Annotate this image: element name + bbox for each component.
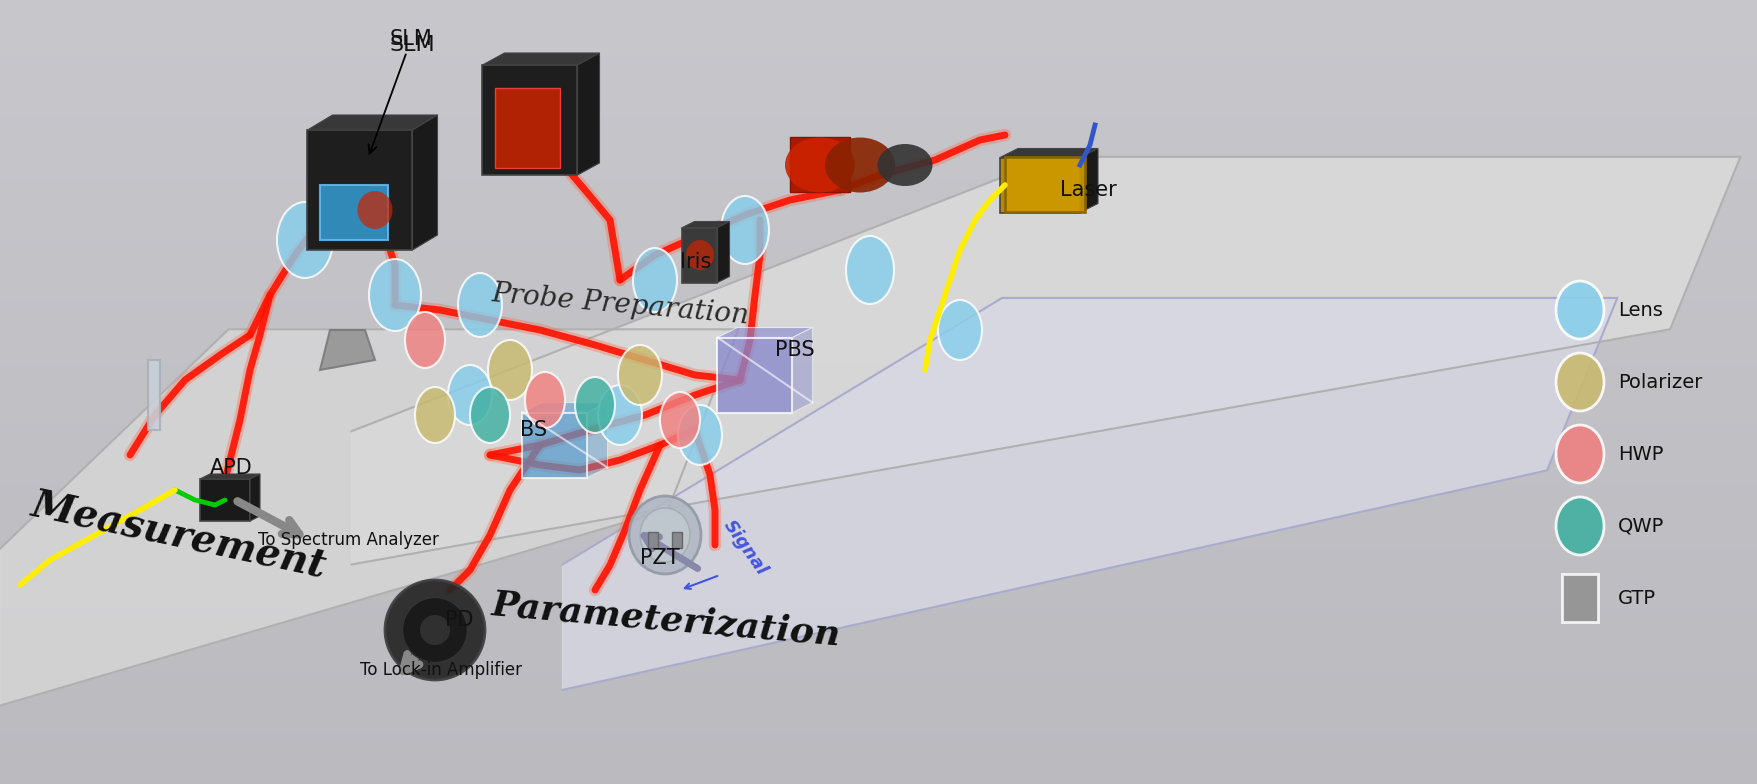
Text: PD: PD <box>445 610 473 630</box>
Ellipse shape <box>459 273 503 337</box>
FancyBboxPatch shape <box>1562 574 1597 622</box>
Ellipse shape <box>845 236 894 304</box>
FancyBboxPatch shape <box>481 65 576 175</box>
FancyBboxPatch shape <box>495 88 560 168</box>
FancyBboxPatch shape <box>307 130 413 250</box>
Text: Iris: Iris <box>680 252 712 272</box>
Polygon shape <box>481 53 599 65</box>
Text: To Spectrum Analyzer: To Spectrum Analyzer <box>258 531 439 549</box>
Ellipse shape <box>420 615 450 645</box>
FancyBboxPatch shape <box>1000 158 1079 212</box>
Polygon shape <box>682 222 729 227</box>
Ellipse shape <box>824 137 894 193</box>
FancyBboxPatch shape <box>789 137 850 192</box>
Polygon shape <box>562 298 1616 690</box>
Ellipse shape <box>785 137 854 193</box>
Text: Parameterization: Parameterization <box>490 588 842 652</box>
Ellipse shape <box>877 144 931 186</box>
Ellipse shape <box>1555 425 1602 483</box>
Text: QWP: QWP <box>1616 517 1664 535</box>
Polygon shape <box>307 115 437 130</box>
Ellipse shape <box>678 405 722 465</box>
Polygon shape <box>792 328 812 412</box>
Text: Lens: Lens <box>1616 300 1662 320</box>
Ellipse shape <box>357 191 392 229</box>
Polygon shape <box>717 222 729 282</box>
Polygon shape <box>249 474 260 521</box>
Text: Signal: Signal <box>720 517 771 579</box>
Text: Probe Preparation: Probe Preparation <box>490 281 750 330</box>
Ellipse shape <box>404 312 445 368</box>
Polygon shape <box>717 328 812 337</box>
FancyBboxPatch shape <box>671 532 682 548</box>
Ellipse shape <box>1555 281 1602 339</box>
Ellipse shape <box>633 248 676 312</box>
Ellipse shape <box>385 580 485 680</box>
Ellipse shape <box>278 202 332 278</box>
Polygon shape <box>0 329 738 706</box>
Ellipse shape <box>402 597 467 662</box>
Polygon shape <box>576 53 599 175</box>
Ellipse shape <box>369 259 420 331</box>
Ellipse shape <box>720 196 768 264</box>
Polygon shape <box>351 157 1739 564</box>
Text: Laser: Laser <box>1059 180 1116 200</box>
Polygon shape <box>1079 148 1098 212</box>
Text: PZT: PZT <box>640 548 680 568</box>
Ellipse shape <box>1555 497 1602 555</box>
Ellipse shape <box>659 392 699 448</box>
FancyBboxPatch shape <box>148 360 160 430</box>
Text: SLM: SLM <box>369 29 432 154</box>
Ellipse shape <box>640 508 689 562</box>
Ellipse shape <box>415 387 455 443</box>
Ellipse shape <box>469 387 510 443</box>
Ellipse shape <box>575 377 615 433</box>
FancyBboxPatch shape <box>717 337 792 412</box>
FancyBboxPatch shape <box>1005 157 1084 212</box>
FancyBboxPatch shape <box>522 412 587 477</box>
Ellipse shape <box>629 496 701 574</box>
Text: To Lock-in Amplifier: To Lock-in Amplifier <box>360 661 522 679</box>
Ellipse shape <box>618 345 662 405</box>
FancyBboxPatch shape <box>200 479 249 521</box>
Text: Measurement: Measurement <box>28 485 330 585</box>
Text: Polarizer: Polarizer <box>1616 372 1701 391</box>
Text: PBS: PBS <box>775 340 813 360</box>
Polygon shape <box>522 402 608 412</box>
Polygon shape <box>413 115 437 250</box>
Ellipse shape <box>938 300 982 360</box>
Text: APD: APD <box>209 458 253 478</box>
Polygon shape <box>1000 148 1098 158</box>
FancyBboxPatch shape <box>320 185 388 240</box>
Text: BS: BS <box>520 420 546 440</box>
Polygon shape <box>200 474 260 479</box>
Text: SLM: SLM <box>390 35 436 55</box>
Ellipse shape <box>488 340 532 400</box>
Text: GTP: GTP <box>1616 589 1655 608</box>
FancyBboxPatch shape <box>648 532 657 548</box>
Ellipse shape <box>1555 353 1602 411</box>
Ellipse shape <box>597 385 641 445</box>
Ellipse shape <box>685 240 713 270</box>
Text: HWP: HWP <box>1616 445 1662 463</box>
Ellipse shape <box>448 365 492 425</box>
Polygon shape <box>587 402 608 477</box>
FancyBboxPatch shape <box>682 227 717 282</box>
Ellipse shape <box>525 372 564 428</box>
Polygon shape <box>320 330 374 370</box>
